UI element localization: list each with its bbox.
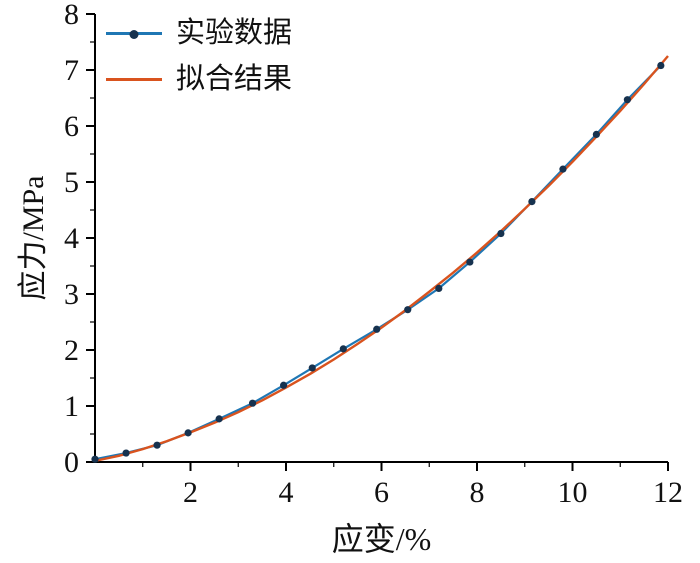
series-experimental-marker bbox=[339, 345, 347, 353]
y-tick-label: 5 bbox=[64, 166, 79, 199]
y-tick-label: 4 bbox=[64, 222, 79, 255]
series-fit-line bbox=[94, 55, 669, 463]
series-experimental-marker bbox=[248, 399, 257, 407]
legend-label-fit: 拟合结果 bbox=[176, 62, 293, 95]
x-tick-label: 10 bbox=[558, 476, 588, 509]
legend-marker-dot bbox=[129, 29, 139, 39]
legend-item-experimental: 实验数据 bbox=[106, 14, 292, 52]
legend-label-experimental: 实验数据 bbox=[176, 16, 293, 49]
series-experimental-marker bbox=[592, 130, 600, 138]
series-experimental-marker bbox=[308, 364, 316, 372]
series-experimental-marker bbox=[91, 455, 99, 463]
series-experimental-marker bbox=[466, 258, 474, 266]
x-tick-label: 12 bbox=[653, 476, 683, 509]
series-experimental-marker bbox=[528, 198, 536, 206]
x-tick-label: 2 bbox=[183, 476, 198, 509]
x-tick-label: 6 bbox=[374, 476, 389, 509]
y-tick-label: 2 bbox=[64, 334, 79, 367]
y-tick-label: 1 bbox=[64, 390, 79, 423]
series-experimental-marker bbox=[122, 449, 130, 457]
series-experimental-marker bbox=[657, 61, 665, 70]
legend-item-fit: 拟合结果 bbox=[106, 60, 292, 98]
series-experimental-marker bbox=[404, 306, 412, 314]
series-experimental-marker bbox=[559, 165, 567, 173]
x-axis-label: 应变/% bbox=[331, 521, 432, 557]
series-experimental-marker bbox=[623, 96, 632, 104]
series-experimental-marker bbox=[497, 229, 505, 238]
y-tick-label: 3 bbox=[64, 278, 79, 311]
series-experimental-marker bbox=[184, 429, 192, 437]
series-experimental-marker bbox=[215, 415, 223, 423]
legend: 实验数据 拟合结果 bbox=[106, 14, 292, 98]
series-experimental-marker bbox=[280, 381, 288, 389]
y-tick-label: 7 bbox=[64, 54, 79, 87]
x-tick-label: 4 bbox=[279, 476, 294, 509]
y-tick-label: 6 bbox=[64, 110, 79, 143]
series-experimental-line bbox=[94, 64, 662, 461]
series-experimental-marker bbox=[373, 325, 381, 333]
legend-line-fit bbox=[106, 77, 162, 81]
y-tick-label: 8 bbox=[64, 0, 79, 31]
series-experimental-marker bbox=[435, 284, 443, 292]
legend-line-experimental bbox=[106, 29, 162, 39]
x-tick-label: 8 bbox=[470, 476, 485, 509]
y-tick-label: 0 bbox=[64, 446, 79, 479]
y-axis-label: 应力/MPa bbox=[17, 175, 50, 301]
series-experimental-marker bbox=[153, 441, 161, 449]
